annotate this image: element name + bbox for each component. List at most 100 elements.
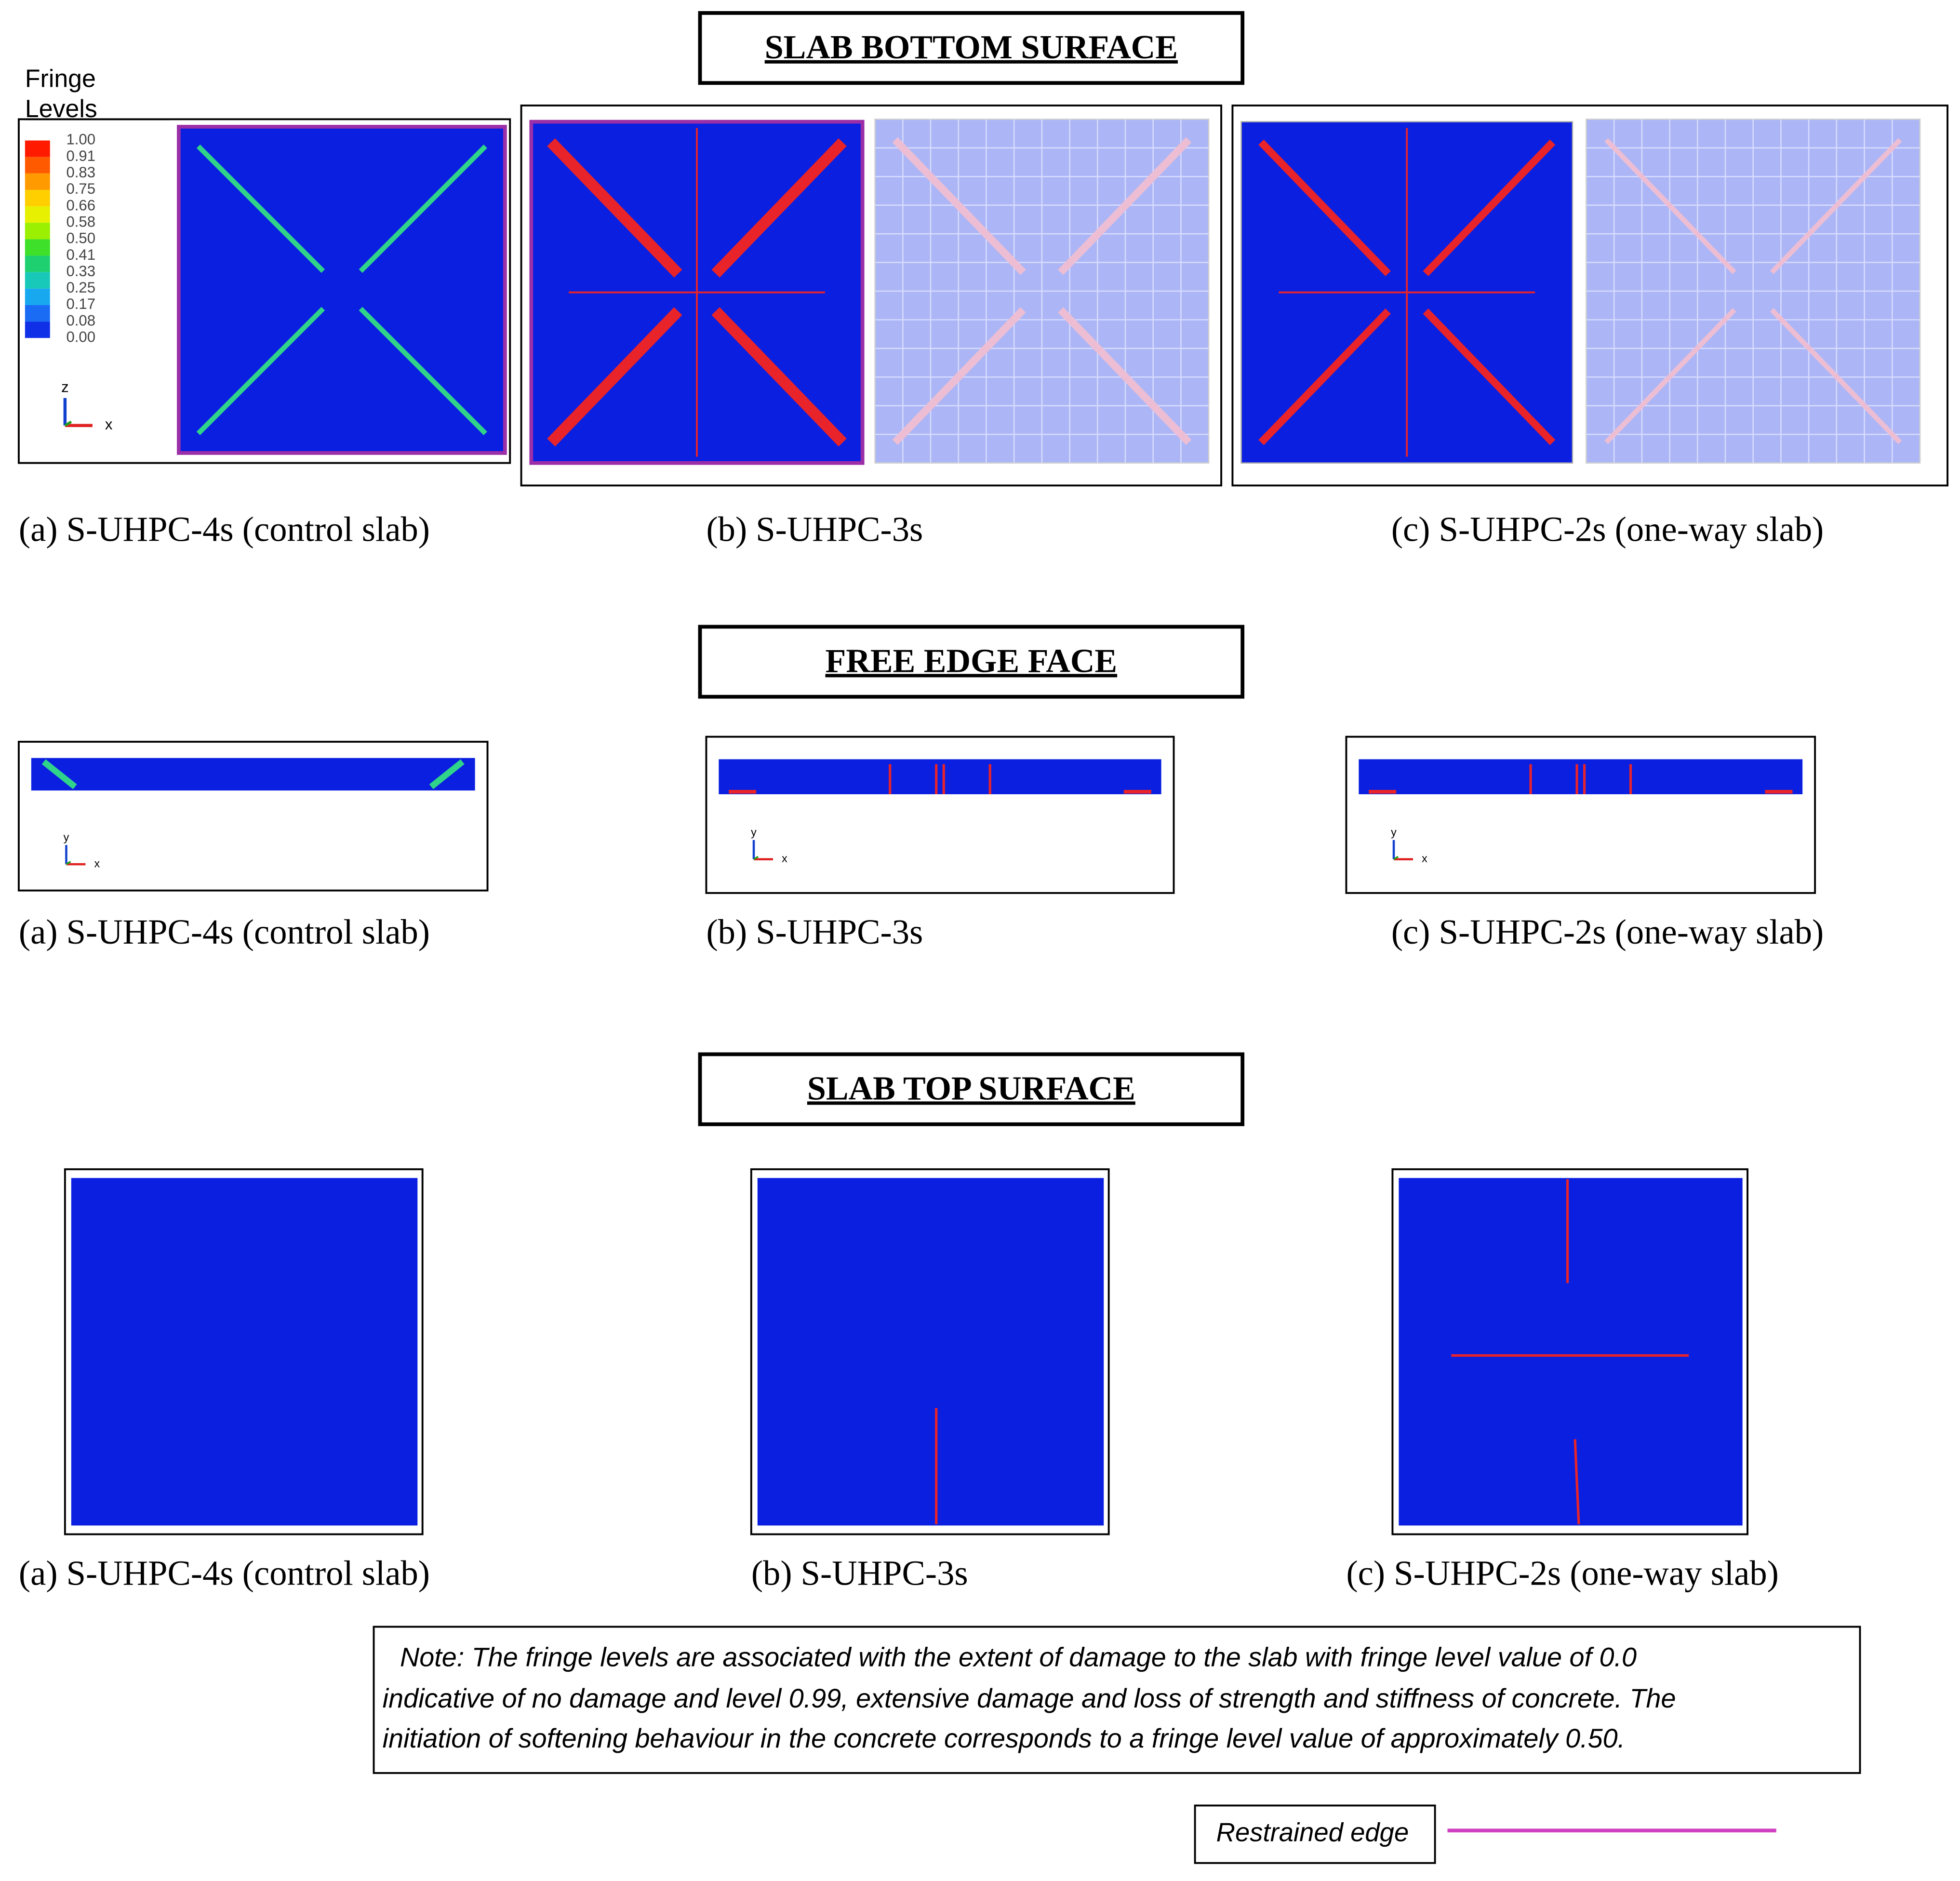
edge-strip bbox=[31, 758, 475, 791]
damage-band bbox=[711, 307, 847, 447]
triad-axis bbox=[66, 861, 71, 865]
slab-plot bbox=[529, 120, 865, 465]
panel-frame bbox=[750, 1168, 1110, 1535]
damage-band bbox=[1058, 137, 1192, 275]
triad-label: y bbox=[751, 826, 757, 839]
edge-strip bbox=[719, 759, 1161, 795]
slab-face bbox=[1399, 1178, 1743, 1526]
panel-frame bbox=[64, 1168, 424, 1535]
fringe-swatch bbox=[25, 173, 50, 190]
triad-axis bbox=[64, 420, 72, 427]
section-title: SLAB TOP SURFACE bbox=[807, 1070, 1135, 1107]
section-title-box bbox=[698, 1052, 1245, 1126]
fringe-level: 0.00 bbox=[66, 329, 95, 346]
section-title: SLAB BOTTOM SURFACE bbox=[765, 29, 1178, 66]
damage-band bbox=[196, 144, 325, 273]
damage-band bbox=[1423, 308, 1556, 445]
damage-band bbox=[1258, 139, 1391, 277]
caption: (a) S-UHPC-4s (control slab) bbox=[19, 1553, 430, 1592]
fringe-swatch bbox=[25, 305, 50, 322]
section-title-box bbox=[698, 11, 1245, 85]
fringe-swatch bbox=[25, 239, 50, 256]
panel-frame bbox=[17, 741, 489, 892]
caption: (c) S-UHPC-2s (one-way slab) bbox=[1391, 510, 1824, 549]
damage-band bbox=[1423, 139, 1556, 277]
slab-plot bbox=[1586, 119, 1921, 464]
fringe-level: 0.25 bbox=[66, 279, 95, 296]
note-line: indicative of no damage and level 0.99, … bbox=[383, 1683, 1676, 1713]
crack bbox=[1573, 1439, 1580, 1524]
caption: (c) S-UHPC-2s (one-way slab) bbox=[1346, 1553, 1778, 1592]
triad-label: y bbox=[1391, 826, 1397, 839]
triad-axis bbox=[753, 855, 759, 860]
damage-band bbox=[1604, 308, 1736, 444]
fringe-swatch bbox=[25, 255, 50, 272]
fringe-swatch bbox=[25, 321, 50, 338]
slab-plot bbox=[177, 125, 507, 455]
fringe-level: 0.83 bbox=[66, 164, 95, 181]
triad-label: x bbox=[94, 857, 100, 869]
fringe-swatch bbox=[25, 157, 50, 173]
fringe-level: 0.33 bbox=[66, 263, 95, 280]
caption: (c) S-UHPC-2s (one-way slab) bbox=[1391, 912, 1824, 951]
damage-band bbox=[1770, 138, 1902, 274]
note-line: Note: The fringe levels are associated w… bbox=[400, 1642, 1637, 1672]
section-title: FREE EDGE FACE bbox=[826, 642, 1118, 680]
panel-frame bbox=[1231, 104, 1949, 487]
slab-plot bbox=[874, 119, 1210, 464]
damage-band bbox=[547, 138, 682, 278]
damage-band bbox=[1770, 308, 1902, 444]
triad-label: x bbox=[105, 416, 113, 433]
key-box bbox=[1194, 1804, 1436, 1864]
edge-strip bbox=[1359, 759, 1803, 795]
fringe-swatch bbox=[25, 189, 50, 207]
panel-frame bbox=[705, 735, 1175, 894]
fringe-swatch bbox=[25, 288, 50, 306]
fringe-swatch bbox=[25, 272, 50, 289]
slab-face bbox=[757, 1178, 1104, 1526]
fringe-swatch bbox=[25, 223, 50, 240]
damage-band bbox=[429, 759, 465, 789]
damage-band bbox=[359, 144, 487, 273]
fringe-level: 0.91 bbox=[66, 147, 95, 164]
note-line: initiation of softening behaviour in the… bbox=[383, 1723, 1625, 1753]
caption: (b) S-UHPC-3s bbox=[706, 510, 923, 549]
fringe-level: 0.41 bbox=[66, 246, 95, 263]
fringe-swatch bbox=[25, 140, 50, 157]
triad-label: x bbox=[782, 852, 787, 865]
damage-band bbox=[892, 137, 1026, 275]
note-box bbox=[373, 1626, 1861, 1774]
fringe-level: 0.17 bbox=[66, 295, 95, 312]
fringe-swatch bbox=[25, 206, 50, 223]
panel-frame bbox=[1345, 735, 1816, 894]
fringe-level: 1.00 bbox=[66, 131, 95, 148]
damage-band bbox=[359, 307, 487, 435]
caption: (b) S-UHPC-3s bbox=[751, 1553, 968, 1592]
caption: (b) S-UHPC-3s bbox=[706, 912, 923, 951]
fringe-level: 0.75 bbox=[66, 180, 95, 197]
damage-band bbox=[1058, 307, 1192, 445]
damage-band bbox=[1604, 138, 1736, 274]
damage-band bbox=[892, 307, 1026, 445]
damage-band bbox=[1258, 308, 1391, 445]
fringe-level: 0.66 bbox=[66, 197, 95, 213]
key-label: Restrained edge bbox=[1216, 1817, 1409, 1847]
section-title-box bbox=[698, 625, 1245, 699]
legend-title: Levels bbox=[25, 94, 97, 122]
slab-plot bbox=[1240, 121, 1573, 464]
damage-band bbox=[711, 138, 847, 278]
triad-label: x bbox=[1422, 852, 1427, 865]
caption: (a) S-UHPC-4s (control slab) bbox=[19, 510, 430, 549]
damage-band bbox=[41, 759, 77, 789]
damage-band bbox=[547, 307, 682, 447]
triad-label: y bbox=[64, 831, 69, 843]
fringe-level: 0.58 bbox=[66, 213, 95, 230]
fringe-level: 0.50 bbox=[66, 230, 95, 247]
damage-band bbox=[196, 307, 325, 435]
legend-title: Fringe bbox=[25, 65, 96, 93]
slab-face bbox=[71, 1178, 418, 1526]
fringe-level: 0.08 bbox=[66, 312, 95, 329]
caption: (a) S-UHPC-4s (control slab) bbox=[19, 912, 430, 951]
panel-frame bbox=[17, 118, 511, 464]
